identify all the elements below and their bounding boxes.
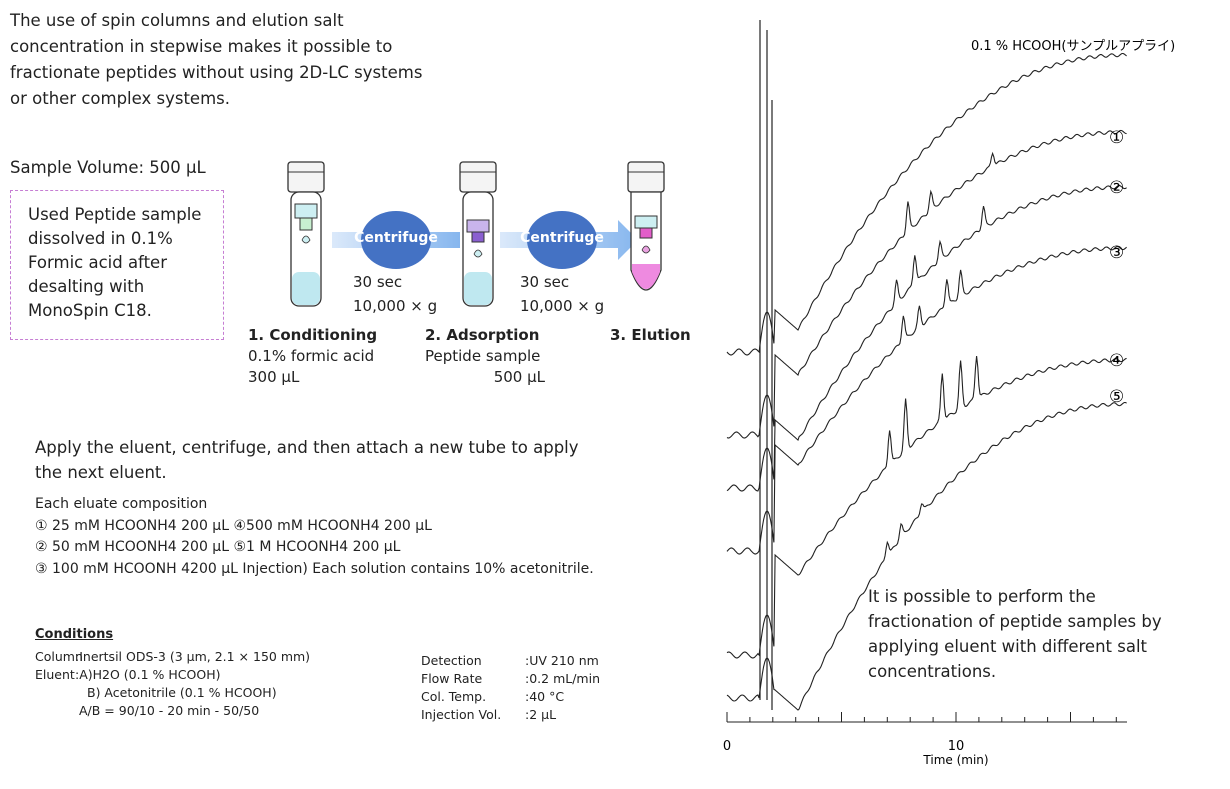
flow-label: Flow Rate [421, 671, 483, 686]
tube-1 [287, 161, 325, 307]
series-label-5: ⑤ [1109, 387, 1124, 407]
spin-force-1: 10,000 × g [353, 297, 438, 315]
x-tick-0: 0 [723, 739, 731, 754]
step-2-line2: 500 µL [493, 368, 545, 386]
conclusion-text: It is possible to perform the fractionat… [868, 587, 1162, 681]
conditions-right: Detection :UV 210 nm Flow Rate :0.2 mL/min… [421, 652, 661, 724]
eluate-line-1: ① 25 mM HCOONH4 200 µL ④500 mM HCOONH4 2… [35, 517, 432, 534]
eluate-list: Each eluate composition ① 25 mM HCOONH4 … [35, 494, 675, 580]
trace-1 [726, 129, 1127, 439]
series-label-0: 0.1 % HCOOH(サンプルアプライ) [971, 39, 1175, 54]
step-2: 2. Adsorption Peptide sample 500 µL [425, 325, 545, 388]
eluate-line-2: ② 50 mM HCOONH4 200 µL ⑤1 M HCOONH4 200 … [35, 539, 401, 555]
gradient: A/B = 90/10 - 20 min - 50/50 [79, 703, 260, 718]
temp-value: :40 °C [525, 689, 565, 704]
series-label-3: ③ [1109, 243, 1124, 263]
chromatogram-traces [726, 20, 1127, 711]
detection-value: :UV 210 nm [525, 653, 599, 668]
flow-value: :0.2 mL/min [525, 671, 600, 686]
step-1: 1. Conditioning 0.1% formic acid 300 µL [248, 325, 377, 388]
sample-volume: Sample Volume: 500 µL [10, 158, 206, 177]
sample-box: Used Peptide sample dissolved in 0.1% Fo… [10, 190, 224, 340]
spin-force-2: 10,000 × g [520, 297, 605, 315]
eluate-line-3: ③ 100 mM HCOONH 4200 µL Injection) Each … [35, 560, 594, 577]
trace-2 [726, 185, 1127, 492]
trace-0 [726, 52, 1127, 356]
centrifuge-label-2: Centrifuge [520, 230, 604, 246]
eluent-b: B) Acetonitrile (0.1 % HCOOH) [87, 685, 277, 700]
step-2-line1: Peptide sample [425, 347, 541, 365]
tube-2 [459, 161, 497, 307]
eluate-header: Each eluate composition [35, 496, 208, 512]
spin-time-2: 30 sec [520, 273, 570, 291]
inj-label: Injection Vol. [421, 707, 502, 722]
x-tick-10: 10 [948, 739, 965, 754]
inj-value: :2 µL [525, 707, 557, 722]
step-3-title: 3. Elution [610, 326, 691, 344]
trace-5 [726, 401, 1127, 711]
step-3: 3. Elution [610, 325, 691, 346]
centrifuge-blob-1 [361, 211, 431, 269]
spin-column-diagram [287, 161, 665, 307]
series-label-2: ② [1109, 178, 1124, 198]
centrifuge-blob-2 [527, 211, 597, 269]
series-label-4: ④ [1109, 351, 1124, 371]
apply-text: Apply the eluent, centrifuge, and then a… [35, 438, 579, 482]
eluent-label: Eluent [35, 667, 75, 682]
conditions-header: Conditions [35, 627, 114, 642]
step-1-line1: 0.1% formic acid [248, 347, 375, 365]
column-label: Column [35, 649, 83, 664]
tube-3 [627, 161, 665, 291]
trace-3 [726, 245, 1127, 555]
series-label-1: ① [1109, 128, 1124, 148]
intro-text: The use of spin columns and elution salt… [10, 11, 423, 108]
conditions-left: Column:Inertsil ODS-3 (3 µm, 2.1 × 150 m… [35, 648, 415, 720]
chromatogram: 0 10 Time (min) 0.1 % HCOOH(サンプルアプライ) ① … [723, 20, 1175, 767]
x-axis-label: Time (min) [922, 753, 988, 767]
centrifuge-label-1: Centrifuge [354, 230, 438, 246]
step-1-line2: 300 µL [248, 368, 300, 386]
spin-time-1: 30 sec [353, 273, 403, 291]
temp-label: Col. Temp. [421, 689, 487, 704]
column-value: :Inertsil ODS-3 (3 µm, 2.1 × 150 mm) [75, 649, 311, 664]
step-1-title: 1. Conditioning [248, 326, 378, 344]
trace-4 [726, 356, 1127, 659]
x-axis-ticks [726, 712, 1117, 722]
step-2-title: 2. Adsorption [425, 326, 540, 344]
eluent-a: :A)H2O (0.1 % HCOOH) [75, 667, 221, 682]
detection-label: Detection [421, 653, 482, 668]
